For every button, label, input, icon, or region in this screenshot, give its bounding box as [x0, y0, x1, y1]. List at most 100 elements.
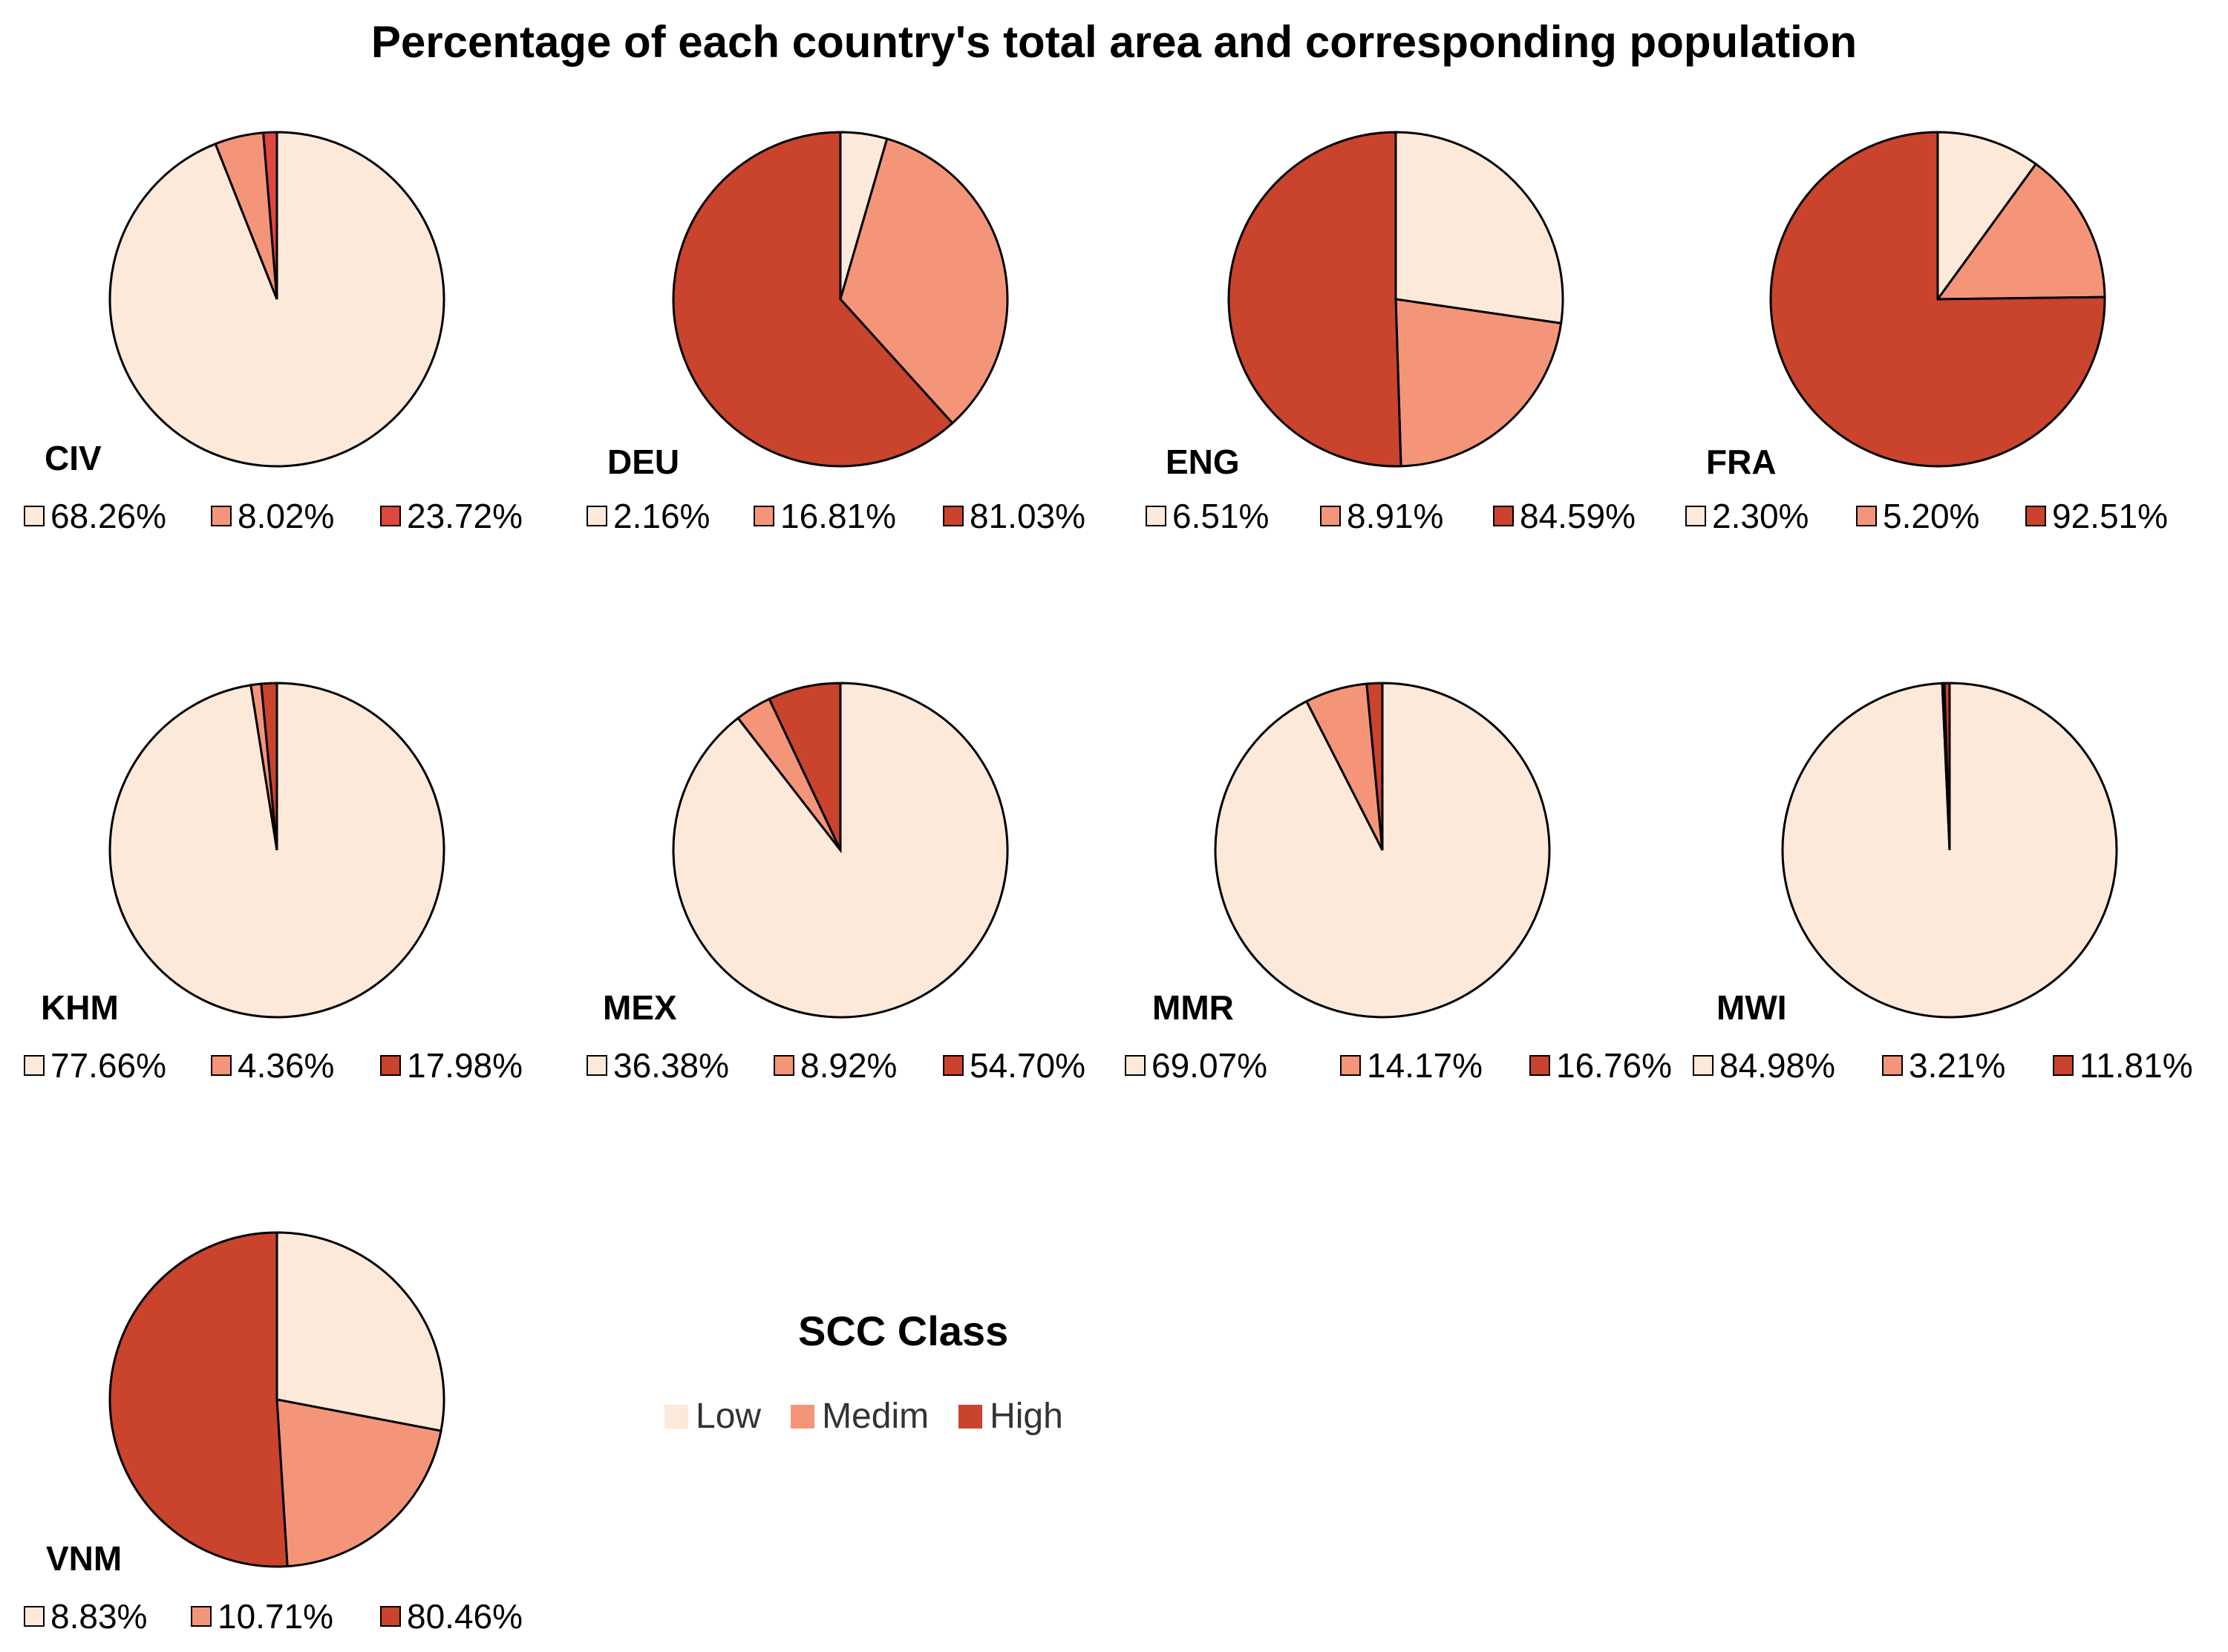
legend-item-medium: 8.02% — [211, 496, 334, 536]
legend-item-high: 92.51% — [2025, 496, 2168, 536]
legend-value: 4.36% — [238, 1046, 335, 1085]
legend-item-low: 6.51% — [1146, 496, 1269, 536]
legend-item-medium: 16.81% — [754, 496, 896, 536]
legend-value: 8.92% — [800, 1046, 898, 1085]
legend-value: 69.07% — [1151, 1046, 1268, 1085]
scc-legend-low: Low — [664, 1396, 761, 1437]
legend-swatch — [1125, 1055, 1146, 1076]
legend-item-high: 84.59% — [1493, 496, 1636, 536]
legend-value: 2.16% — [613, 497, 710, 535]
legend-value: 8.83% — [50, 1597, 148, 1636]
legend-value: 54.70% — [970, 1046, 1086, 1085]
legend-swatch — [1340, 1055, 1361, 1076]
pie-slice-deu-high — [672, 131, 955, 468]
legend-value: 8.02% — [238, 497, 335, 535]
country-label-mwi: MWI — [1716, 988, 1787, 1027]
legend-swatch — [1856, 506, 1877, 526]
legend-swatch — [191, 1606, 212, 1627]
legend-swatch — [380, 1606, 401, 1627]
legend-value: 92.51% — [2052, 497, 2169, 535]
legend-value: 23.72% — [407, 497, 523, 535]
legend-item-medium: 14.17% — [1340, 1045, 1483, 1085]
country-label-vnm: VNM — [46, 1539, 122, 1578]
pie-slice-civ-high — [262, 131, 278, 300]
legend-swatch — [380, 1055, 401, 1076]
legend-swatch — [2053, 1055, 2074, 1076]
legend-swatch — [1685, 506, 1706, 526]
legend-value: 68.26% — [50, 497, 167, 535]
legend-swatch — [943, 1055, 964, 1076]
legend-swatch — [1493, 506, 1514, 526]
legend-value: 84.59% — [1520, 497, 1636, 535]
legend-item-high: 80.46% — [380, 1596, 523, 1636]
legend-value: 6.51% — [1172, 497, 1270, 535]
country-label-khm: KHM — [41, 988, 119, 1027]
pie-slice-mwi-high — [1943, 682, 1951, 851]
scc-label-low: Low — [696, 1397, 762, 1436]
legend-swatch — [587, 506, 607, 526]
legend-swatch — [24, 506, 45, 526]
pie-slice-eng-low — [1394, 131, 1564, 325]
legend-value: 84.98% — [1719, 1046, 1836, 1085]
legend-value: 81.03% — [970, 497, 1086, 535]
legend-value: 11.81% — [2080, 1046, 2193, 1085]
legend-value: 16.76% — [1556, 1046, 1673, 1085]
legend-swatch — [1882, 1055, 1903, 1076]
legend-swatch — [2025, 506, 2046, 526]
legend-item-low: 2.16% — [587, 496, 710, 536]
legend-item-low: 69.07% — [1125, 1045, 1267, 1085]
scc-legend-medium: Medim — [791, 1396, 929, 1437]
legend-value: 16.81% — [780, 497, 897, 535]
scc-legend: Low Medim High — [664, 1396, 1093, 1437]
scc-legend-high: High — [958, 1396, 1063, 1437]
legend-value: 5.20% — [1883, 497, 1980, 535]
legend-swatch — [24, 1606, 45, 1627]
legend-value: 3.21% — [1909, 1046, 2006, 1085]
legend-value: 17.98% — [407, 1046, 523, 1085]
pie-slice-eng-medim — [1394, 298, 1563, 468]
legend-swatch — [754, 506, 774, 526]
country-label-mmr: MMR — [1152, 988, 1234, 1027]
legend-item-low: 2.30% — [1685, 496, 1809, 536]
legend-item-medium: 3.21% — [1882, 1045, 2005, 1085]
scc-legend-title: SCC Class — [798, 1307, 1009, 1354]
legend-item-low: 8.83% — [24, 1596, 147, 1636]
pie-slice-mmr-high — [1365, 682, 1384, 851]
country-label-deu: DEU — [607, 443, 680, 481]
legend-item-medium: 5.20% — [1856, 496, 1979, 536]
legend-item-high: 16.76% — [1529, 1045, 1672, 1085]
legend-item-high: 17.98% — [380, 1045, 523, 1085]
legend-item-low: 77.66% — [24, 1045, 166, 1085]
legend-swatch — [943, 506, 964, 526]
legend-swatch — [1529, 1055, 1550, 1076]
legend-item-high: 23.72% — [380, 496, 523, 536]
legend-swatch — [211, 1055, 232, 1076]
legend-swatch — [211, 506, 232, 526]
legend-swatch — [774, 1055, 794, 1076]
legend-item-low: 68.26% — [24, 496, 166, 536]
legend-item-low: 36.38% — [587, 1045, 729, 1085]
pie-slice-fra-medim — [1935, 162, 2106, 301]
legend-value: 8.91% — [1347, 497, 1444, 535]
pie-slice-fra-high — [1769, 131, 2106, 468]
country-label-mex: MEX — [603, 988, 677, 1027]
legend-value: 14.17% — [1367, 1046, 1483, 1085]
legend-item-medium: 8.92% — [774, 1045, 897, 1085]
legend-value: 80.46% — [407, 1597, 523, 1636]
country-label-fra: FRA — [1706, 443, 1777, 481]
legend-value: 2.30% — [1712, 497, 1809, 535]
legend-item-medium: 10.71% — [191, 1596, 333, 1636]
legend-swatch — [1693, 1055, 1714, 1076]
country-label-eng: ENG — [1166, 443, 1240, 481]
legend-value: 10.71% — [218, 1597, 334, 1636]
legend-value: 77.66% — [50, 1046, 167, 1085]
legend-swatch — [587, 1055, 607, 1076]
scc-swatch-high — [958, 1404, 983, 1429]
legend-item-medium: 4.36% — [211, 1045, 334, 1085]
pie-slice-fra-low — [1936, 131, 2038, 303]
country-label-civ: CIV — [45, 439, 102, 477]
legend-value: 36.38% — [613, 1046, 730, 1085]
pie-slice-vnm-high — [108, 1231, 289, 1568]
